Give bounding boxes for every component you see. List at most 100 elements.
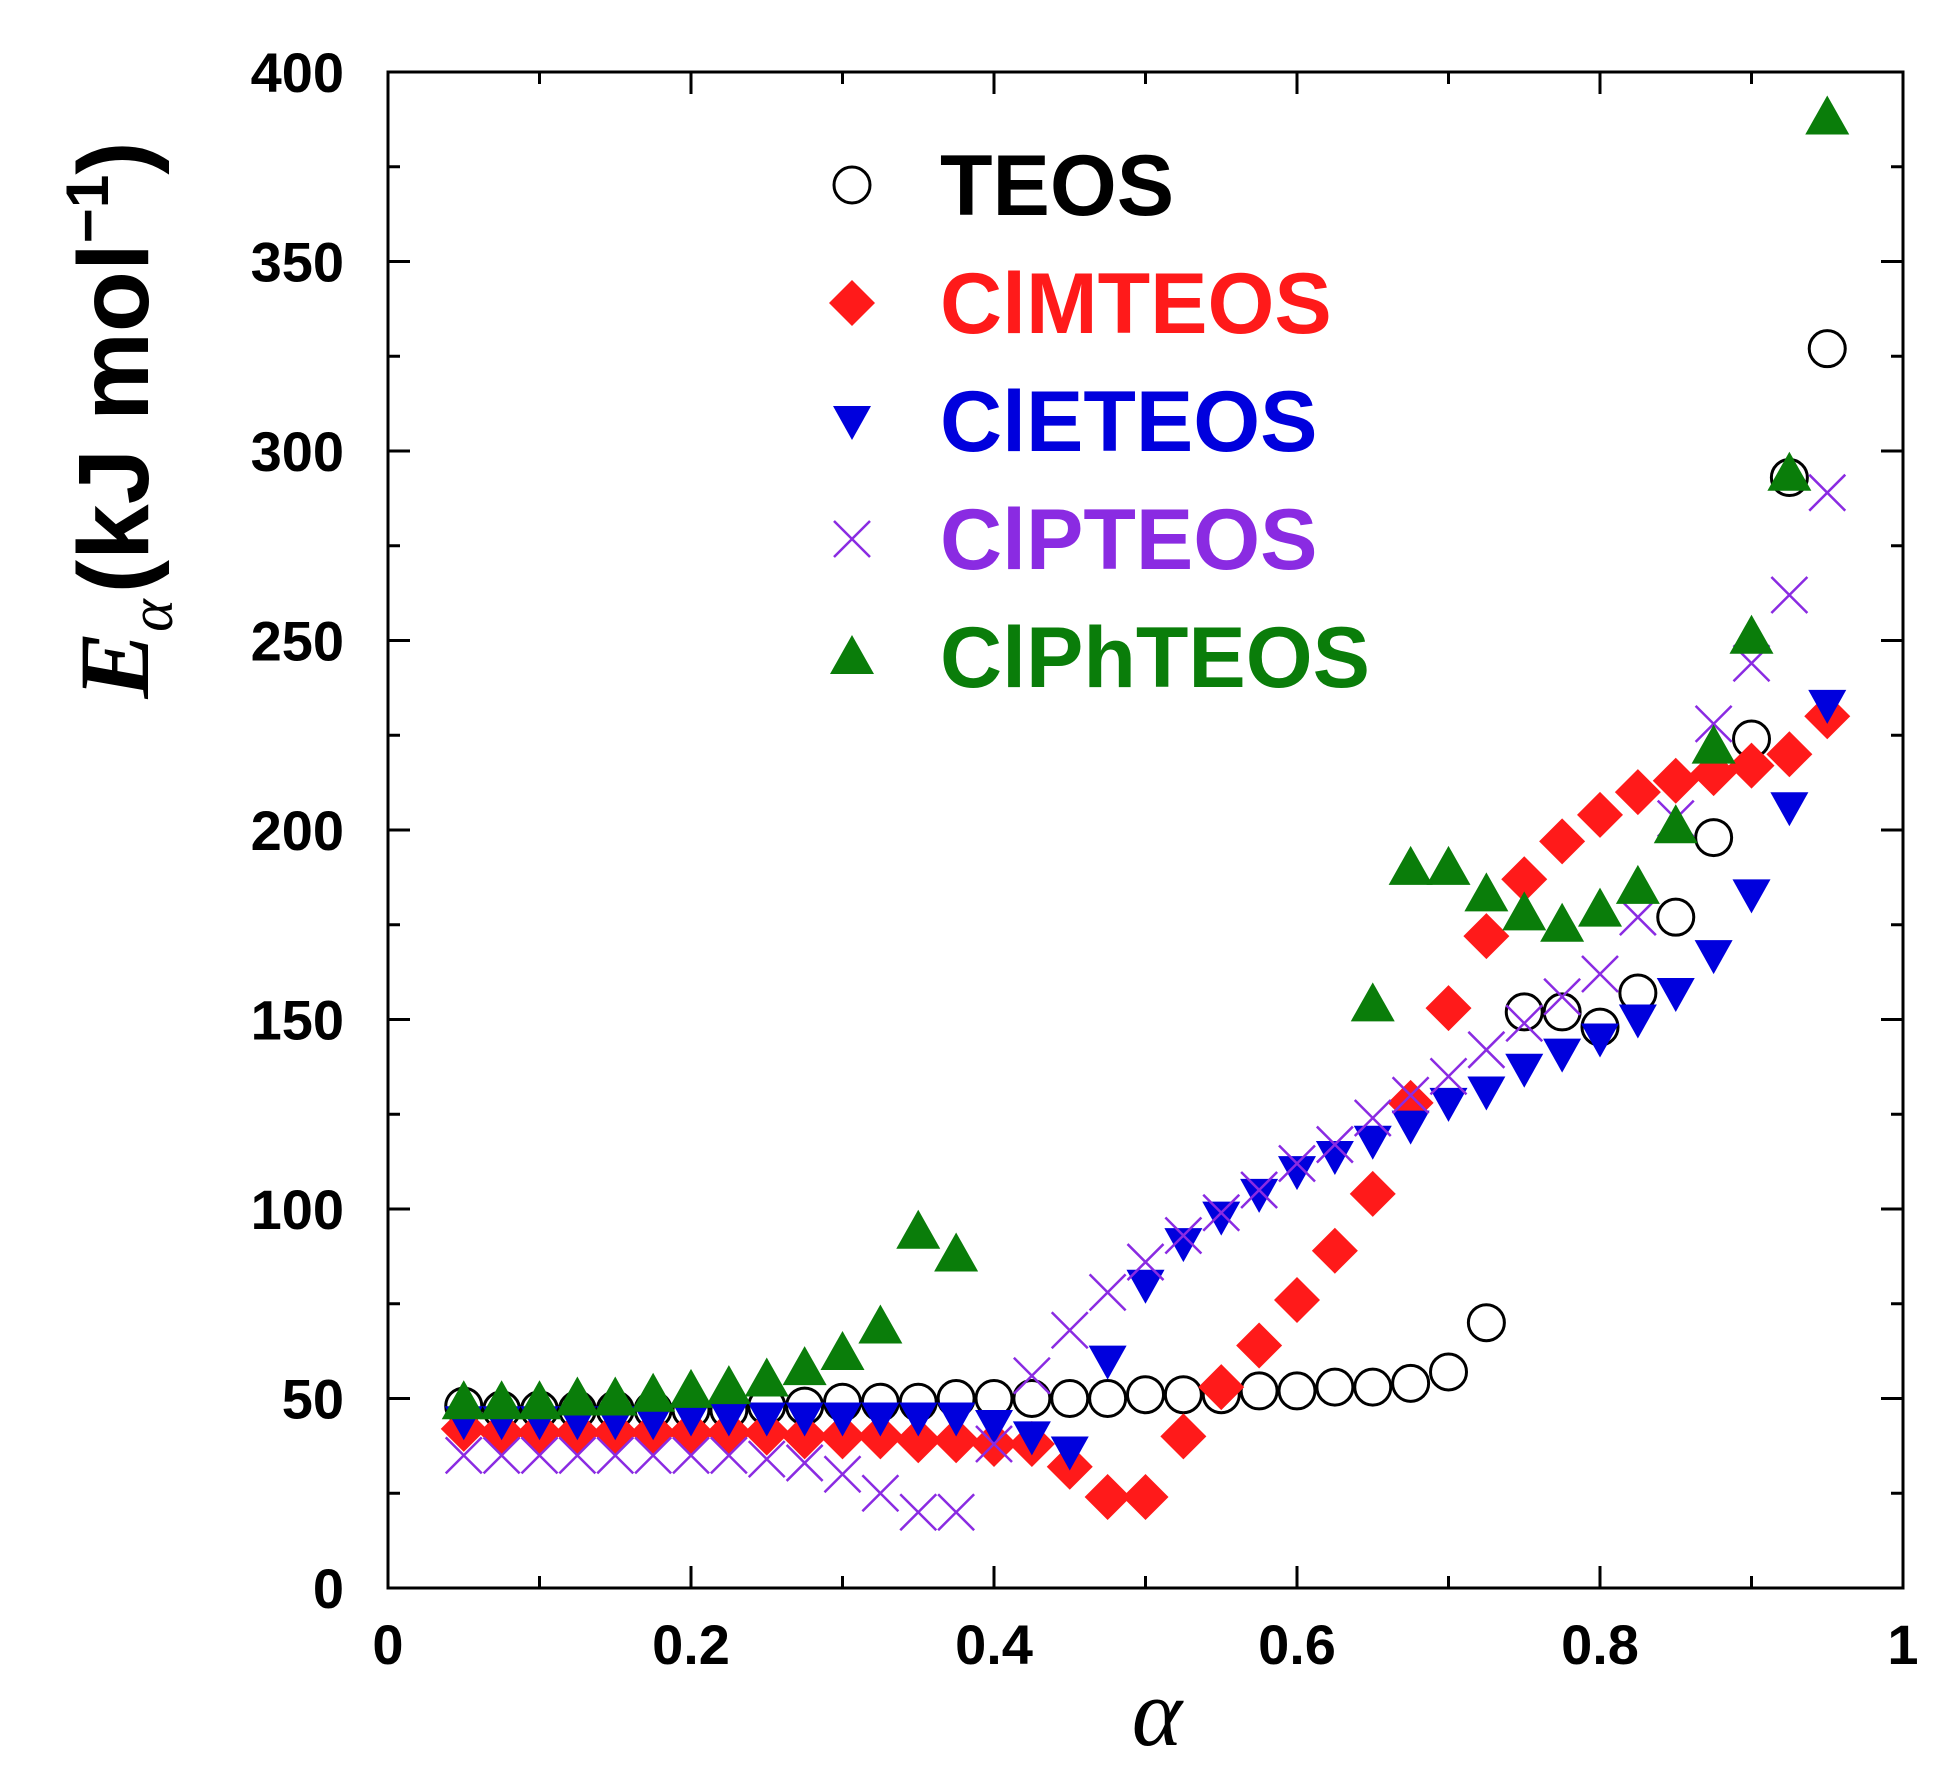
data-point	[744, 1357, 789, 1397]
legend-marker	[832, 165, 872, 205]
data-point	[444, 1436, 483, 1475]
data-point	[1502, 891, 1547, 931]
data-point	[1126, 1375, 1165, 1415]
data-point	[747, 1402, 786, 1437]
data-point	[1501, 856, 1548, 903]
data-point	[1164, 1216, 1203, 1255]
data-point	[1391, 1076, 1430, 1115]
data-point	[634, 1406, 673, 1441]
data-series	[440, 95, 1851, 1532]
ticks	[386, 70, 1905, 1590]
data-point	[555, 1376, 600, 1416]
data-point	[1240, 1178, 1279, 1213]
legend-label: ClPhTEOS	[940, 610, 1370, 706]
data-point	[672, 1402, 710, 1437]
data-point	[1391, 1363, 1431, 1403]
data-point	[1543, 1038, 1582, 1073]
data-point	[895, 1417, 942, 1464]
data-point	[596, 1436, 635, 1475]
data-point	[1543, 977, 1582, 1016]
data-point	[1349, 1170, 1396, 1217]
data-point	[934, 1232, 979, 1272]
data-point	[1425, 985, 1472, 1032]
y-tick-label: 300	[251, 420, 344, 483]
data-point	[1694, 940, 1733, 975]
data-point	[1466, 1303, 1506, 1343]
legend-item-cleteos: ClETEOS	[833, 374, 1318, 470]
data-point	[1429, 1352, 1468, 1392]
data-point	[1198, 1364, 1245, 1411]
legend-item-clmteos: ClMTEOS	[829, 256, 1332, 352]
data-point	[858, 1304, 903, 1344]
data-point	[1467, 1076, 1506, 1111]
data-point	[975, 1410, 1013, 1445]
data-point	[1542, 992, 1582, 1032]
y-tick-label: 150	[251, 989, 344, 1052]
data-point	[785, 1444, 824, 1482]
data-point	[479, 1380, 524, 1420]
data-point	[1429, 1057, 1468, 1096]
data-point	[1277, 1371, 1317, 1411]
tick-labels: 0 0.2 0.4 0.6 0.8 1 0 50 100 150 200 250 300 350 400	[251, 41, 1919, 1676]
data-point	[1577, 791, 1623, 838]
data-point	[820, 1331, 865, 1371]
data-point	[1164, 1228, 1203, 1263]
y-tick-label: 50	[282, 1368, 344, 1431]
data-point	[1088, 1379, 1128, 1418]
data-point	[1088, 1345, 1127, 1380]
data-point	[937, 1493, 976, 1532]
data-point	[1463, 913, 1510, 960]
svg-text:Eα(kJ mol−1): Eα (kJ mol−1)	[54, 141, 186, 699]
data-point	[1353, 1099, 1392, 1137]
series-clphteos	[441, 95, 1850, 1420]
data-point	[1505, 1053, 1544, 1088]
data-point	[1088, 1273, 1127, 1312]
data-point	[593, 1376, 638, 1416]
legend-marker	[833, 520, 871, 558]
data-point	[1504, 992, 1544, 1032]
x-tick-label: 0	[372, 1613, 403, 1676]
data-point	[1311, 1227, 1358, 1274]
data-point	[1239, 1371, 1279, 1411]
data-point	[1012, 1421, 1051, 1456]
data-point	[1808, 473, 1847, 512]
data-point	[517, 1380, 562, 1420]
data-point	[1767, 451, 1812, 491]
data-point	[709, 1436, 748, 1475]
data-point	[1618, 898, 1657, 937]
data-point	[1426, 845, 1471, 885]
data-point	[1770, 792, 1809, 827]
data-point	[1540, 902, 1585, 942]
data-point	[1766, 731, 1813, 778]
x-axis-label: α	[1132, 1659, 1184, 1766]
data-point	[1278, 1144, 1316, 1183]
data-point	[1615, 864, 1660, 904]
data-point	[1732, 879, 1771, 914]
data-point	[709, 1402, 748, 1437]
legend-label: ClPTEOS	[940, 492, 1318, 588]
data-point	[899, 1493, 938, 1532]
x-tick-label: 1	[1887, 1613, 1918, 1676]
data-point	[1315, 1125, 1354, 1164]
data-point	[785, 1402, 824, 1437]
data-point	[482, 1436, 521, 1475]
data-point	[520, 1436, 559, 1475]
data-point	[1652, 757, 1699, 804]
legend: TEOS ClMTEOS ClETEOS ClPTEOS ClPhTEOS	[829, 138, 1370, 706]
data-point	[1505, 1004, 1544, 1043]
data-point	[975, 1425, 1013, 1463]
data-point	[747, 1440, 786, 1479]
y-axis-units-exponent: −1	[54, 175, 121, 243]
data-point	[933, 1417, 980, 1464]
data-point	[1353, 1367, 1393, 1407]
data-point	[672, 1436, 710, 1475]
x-tick-label: 0.2	[652, 1613, 730, 1676]
data-point	[1581, 1023, 1619, 1058]
y-axis-symbol: E	[59, 632, 170, 700]
data-point	[1278, 1156, 1316, 1191]
data-point	[634, 1436, 673, 1475]
legend-marker	[829, 280, 875, 326]
data-point	[1122, 1474, 1169, 1521]
data-point	[1391, 1110, 1430, 1145]
